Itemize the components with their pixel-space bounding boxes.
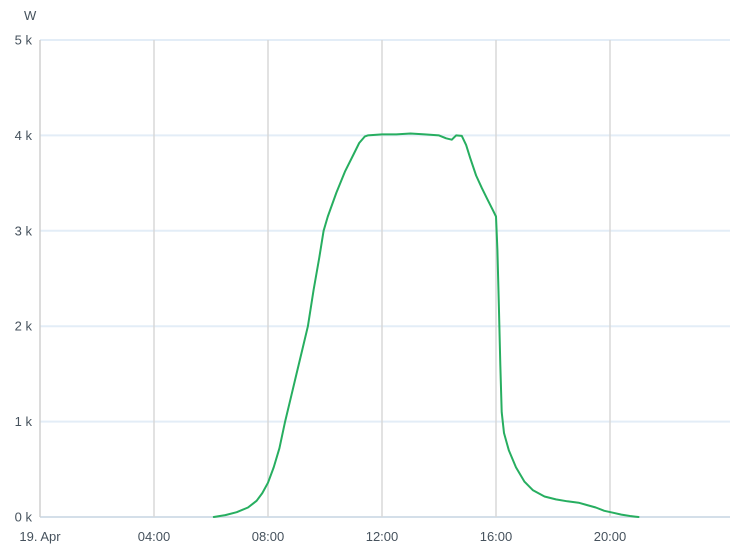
x-tick-label-1600: 16:00	[480, 529, 513, 544]
y-tick-label-0: 0 k	[15, 510, 33, 525]
y-tick-label-4000: 4 k	[15, 128, 33, 143]
y-axis-unit-label: W	[24, 8, 37, 23]
y-tick-label-5000: 5 k	[15, 33, 33, 48]
y-tick-label-3000: 3 k	[15, 223, 33, 238]
y-axis-tick-labels: 0 k 1 k 2 k 3 k 4 k 5 k	[15, 33, 33, 525]
power-series-line	[212, 132, 640, 518]
y-tick-label-2000: 2 k	[15, 319, 33, 334]
y-tick-label-1000: 1 k	[15, 414, 33, 429]
x-tick-label-0800: 08:00	[252, 529, 285, 544]
vertical-gridlines	[153, 40, 611, 517]
x-tick-label-19Apr: 19. Apr	[19, 529, 61, 544]
x-tick-label-2000: 20:00	[594, 529, 627, 544]
x-axis-tick-labels: 19. Apr 04:00 08:00 12:00 16:00 20:00	[19, 529, 626, 544]
x-tick-label-0400: 04:00	[138, 529, 171, 544]
horizontal-gridlines	[40, 39, 730, 518]
series-lines	[212, 132, 640, 518]
x-tick-label-1200: 12:00	[366, 529, 399, 544]
